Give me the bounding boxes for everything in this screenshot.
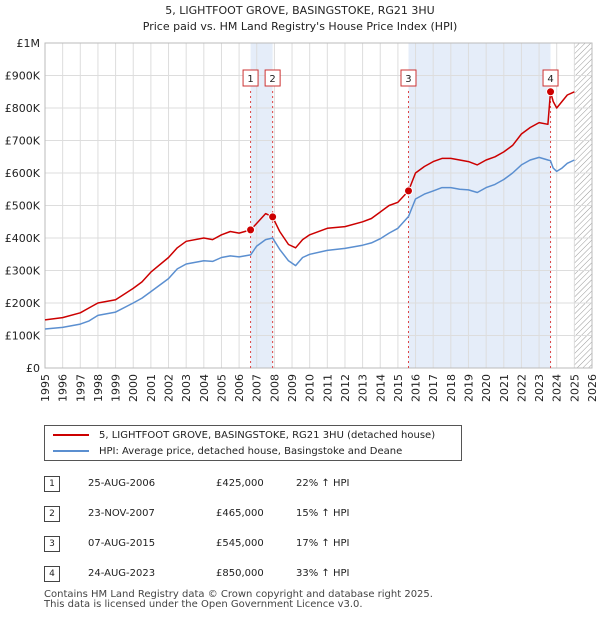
x-tick-label: 2013 — [357, 374, 370, 402]
x-tick-label: 2007 — [251, 374, 264, 402]
transaction-price: £545,000 — [216, 538, 264, 549]
x-tick-label: 2017 — [427, 374, 440, 402]
legend-swatch-hpi — [53, 450, 89, 452]
table-row: 1 25-AUG-2006 £425,000 22% ↑ HPI — [44, 474, 444, 494]
transaction-hpi: 22% ↑ HPI — [296, 478, 350, 489]
marker-label-2: 2 — [269, 74, 275, 85]
x-tick-label: 2014 — [374, 374, 387, 402]
y-tick-label: £1M — [17, 37, 41, 50]
table-row: 2 23-NOV-2007 £465,000 15% ↑ HPI — [44, 504, 444, 524]
y-tick-label: £400K — [5, 232, 41, 245]
transaction-date: 07-AUG-2015 — [88, 538, 156, 549]
price-chart: 5, LIGHTFOOT GROVE, BASINGSTOKE, RG21 3H… — [5, 4, 599, 402]
transaction-number-badge: 1 — [44, 476, 60, 492]
hpi-line — [44, 156, 575, 330]
x-tick-label: 2026 — [586, 374, 599, 402]
transaction-date: 24-AUG-2023 — [88, 568, 156, 579]
legend: 5, LIGHTFOOT GROVE, BASINGSTOKE, RG21 3H… — [44, 425, 462, 461]
x-tick-label: 2004 — [198, 374, 211, 402]
transaction-price: £850,000 — [216, 568, 264, 579]
transaction-price: £465,000 — [216, 508, 264, 519]
x-tick-label: 2016 — [410, 374, 423, 402]
legend-item-hpi: HPI: Average price, detached house, Basi… — [53, 444, 402, 460]
x-tick-label: 2003 — [180, 374, 193, 402]
x-tick-label: 2023 — [533, 374, 546, 402]
x-tick-label: 2011 — [321, 374, 334, 402]
x-tick-label: 1996 — [57, 374, 70, 402]
transaction-hpi: 33% ↑ HPI — [296, 568, 350, 579]
x-tick-label: 2008 — [268, 374, 281, 402]
marker-box-2 — [264, 69, 281, 87]
footer-copyright: Contains HM Land Registry data © Crown c… — [44, 590, 433, 610]
x-tick-label: 2012 — [339, 374, 352, 402]
marker-label-3: 3 — [405, 74, 411, 85]
marker-box-4 — [542, 69, 559, 87]
x-tick-label: 2002 — [163, 374, 176, 402]
marker-label-1: 1 — [247, 74, 253, 85]
plot-area: £0 £100K £200K £300K £400K £500K £600K £700K £80… — [5, 37, 599, 402]
x-tick-label: 2024 — [551, 374, 564, 402]
marker-box-3 — [400, 69, 417, 87]
transaction-date: 23-NOV-2007 — [88, 508, 155, 519]
table-row: 4 24-AUG-2023 £850,000 33% ↑ HPI — [44, 564, 444, 584]
x-tick-label: 2025 — [568, 374, 581, 402]
transaction-number-badge: 4 — [44, 566, 60, 582]
transaction-date: 25-AUG-2006 — [88, 478, 156, 489]
y-tick-label: £500K — [5, 200, 41, 213]
y-tick-label: £200K — [5, 297, 41, 310]
transaction-hpi: 17% ↑ HPI — [296, 538, 350, 549]
marker-label-4: 4 — [547, 74, 553, 85]
y-tick-label: £300K — [5, 265, 41, 278]
x-tick-label: 1997 — [74, 374, 87, 402]
footer-line-1: Contains HM Land Registry data © Crown c… — [44, 589, 433, 600]
x-tick-label: 2022 — [515, 374, 528, 402]
legend-swatch-property — [53, 434, 89, 436]
x-tick-label: 2001 — [145, 374, 158, 402]
transaction-hpi: 15% ↑ HPI — [296, 508, 350, 519]
legend-item-property: 5, LIGHTFOOT GROVE, BASINGSTOKE, RG21 3H… — [53, 428, 435, 444]
chart-subtitle: Price paid vs. HM Land Registry's House … — [143, 20, 458, 33]
y-tick-label: £100K — [5, 330, 41, 343]
x-tick-label: 2020 — [480, 374, 493, 402]
x-tick-label: 1998 — [92, 374, 105, 402]
sale-point-3 — [403, 186, 413, 196]
x-tick-label: 1999 — [110, 374, 123, 402]
y-tick-label: £900K — [5, 70, 41, 83]
y-tick-label: £0 — [26, 362, 40, 375]
footer-line-2: This data is licensed under the Open Gov… — [44, 599, 363, 610]
chart-title: 5, LIGHTFOOT GROVE, BASINGSTOKE, RG21 3H… — [165, 4, 434, 17]
x-tick-label: 2018 — [445, 374, 458, 402]
x-tick-label: 2021 — [498, 374, 511, 402]
x-tick-label: 2005 — [215, 374, 228, 402]
x-tick-label: 2000 — [127, 374, 140, 402]
sale-point-4 — [546, 87, 556, 97]
y-tick-label: £600K — [5, 167, 41, 180]
sale-point-1 — [246, 225, 256, 235]
transaction-number-badge: 3 — [44, 536, 60, 552]
property-price-line — [44, 91, 575, 321]
x-tick-label: 2019 — [462, 374, 475, 402]
legend-label-property: 5, LIGHTFOOT GROVE, BASINGSTOKE, RG21 3H… — [99, 430, 436, 441]
x-tick-label: 1995 — [39, 374, 52, 402]
marker-box-1 — [242, 69, 259, 87]
y-tick-label: £700K — [5, 135, 41, 148]
table-row: 3 07-AUG-2015 £545,000 17% ↑ HPI — [44, 534, 444, 554]
sale-point-2 — [268, 212, 278, 222]
transaction-price: £425,000 — [216, 478, 264, 489]
y-tick-label: £800K — [5, 102, 41, 115]
x-tick-label: 2006 — [233, 374, 246, 402]
transaction-number-badge: 2 — [44, 506, 60, 522]
x-tick-label: 2015 — [392, 374, 405, 402]
x-tick-label: 2010 — [304, 374, 317, 402]
x-tick-label: 2009 — [286, 374, 299, 402]
plot-border — [44, 42, 593, 369]
legend-label-hpi: HPI: Average price, detached house, Basi… — [99, 446, 403, 457]
